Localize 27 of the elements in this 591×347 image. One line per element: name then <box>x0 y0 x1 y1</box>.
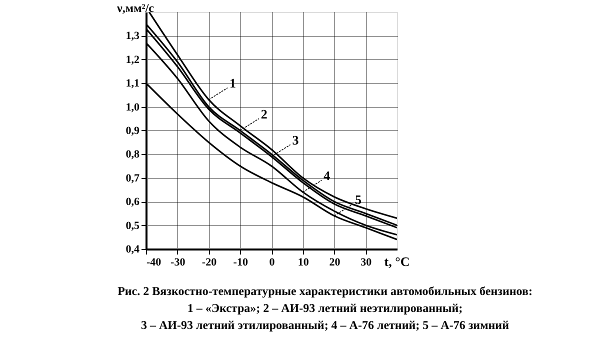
y-tick-label: 0,9 <box>126 125 140 137</box>
y-axis-title: ν,мм²/с <box>116 1 155 15</box>
y-tick-label: 0,8 <box>126 148 140 161</box>
x-tick-label: 10 <box>298 256 310 268</box>
x-tick-label: -30 <box>170 256 186 268</box>
text: 3 – АИ-93 летний этилированный; 4 – А-76 летний; 5 – А-76 зимний <box>141 318 510 332</box>
x-tick-label: -10 <box>233 256 248 268</box>
annotation: 3 <box>292 132 300 148</box>
x-tick-label: -40 <box>146 256 162 268</box>
text: 1 – «Экстра»; 2 – АИ-93 летний неэтилированный; <box>187 301 463 315</box>
annotation: 4 <box>324 168 331 184</box>
x-tick-label: -20 <box>202 256 218 268</box>
y-tick-label: 1,2 <box>126 54 140 66</box>
y-tick-label: 0,7 <box>126 172 140 184</box>
y-tick-label: 1,1 <box>126 78 140 90</box>
y-tick-label: 1,0 <box>126 101 140 114</box>
annotation: 2 <box>260 106 268 122</box>
x-tick-label: 20 <box>329 256 341 268</box>
y-tick-label: 0,6 <box>126 196 140 208</box>
text: Рис. 2 Вязкостно-температурные характеристики автомобильных бензинов: <box>118 284 532 298</box>
annotation: 5 <box>355 192 362 207</box>
x-tick-label: 30 <box>360 256 372 268</box>
y-tick-label: 0,5 <box>126 220 140 232</box>
y-tick-label: 0,4 <box>126 244 140 256</box>
x-axis-title: t, °C <box>384 254 410 269</box>
y-tick-label: 1,3 <box>126 30 140 42</box>
x-tick-label: 0 <box>269 256 276 268</box>
